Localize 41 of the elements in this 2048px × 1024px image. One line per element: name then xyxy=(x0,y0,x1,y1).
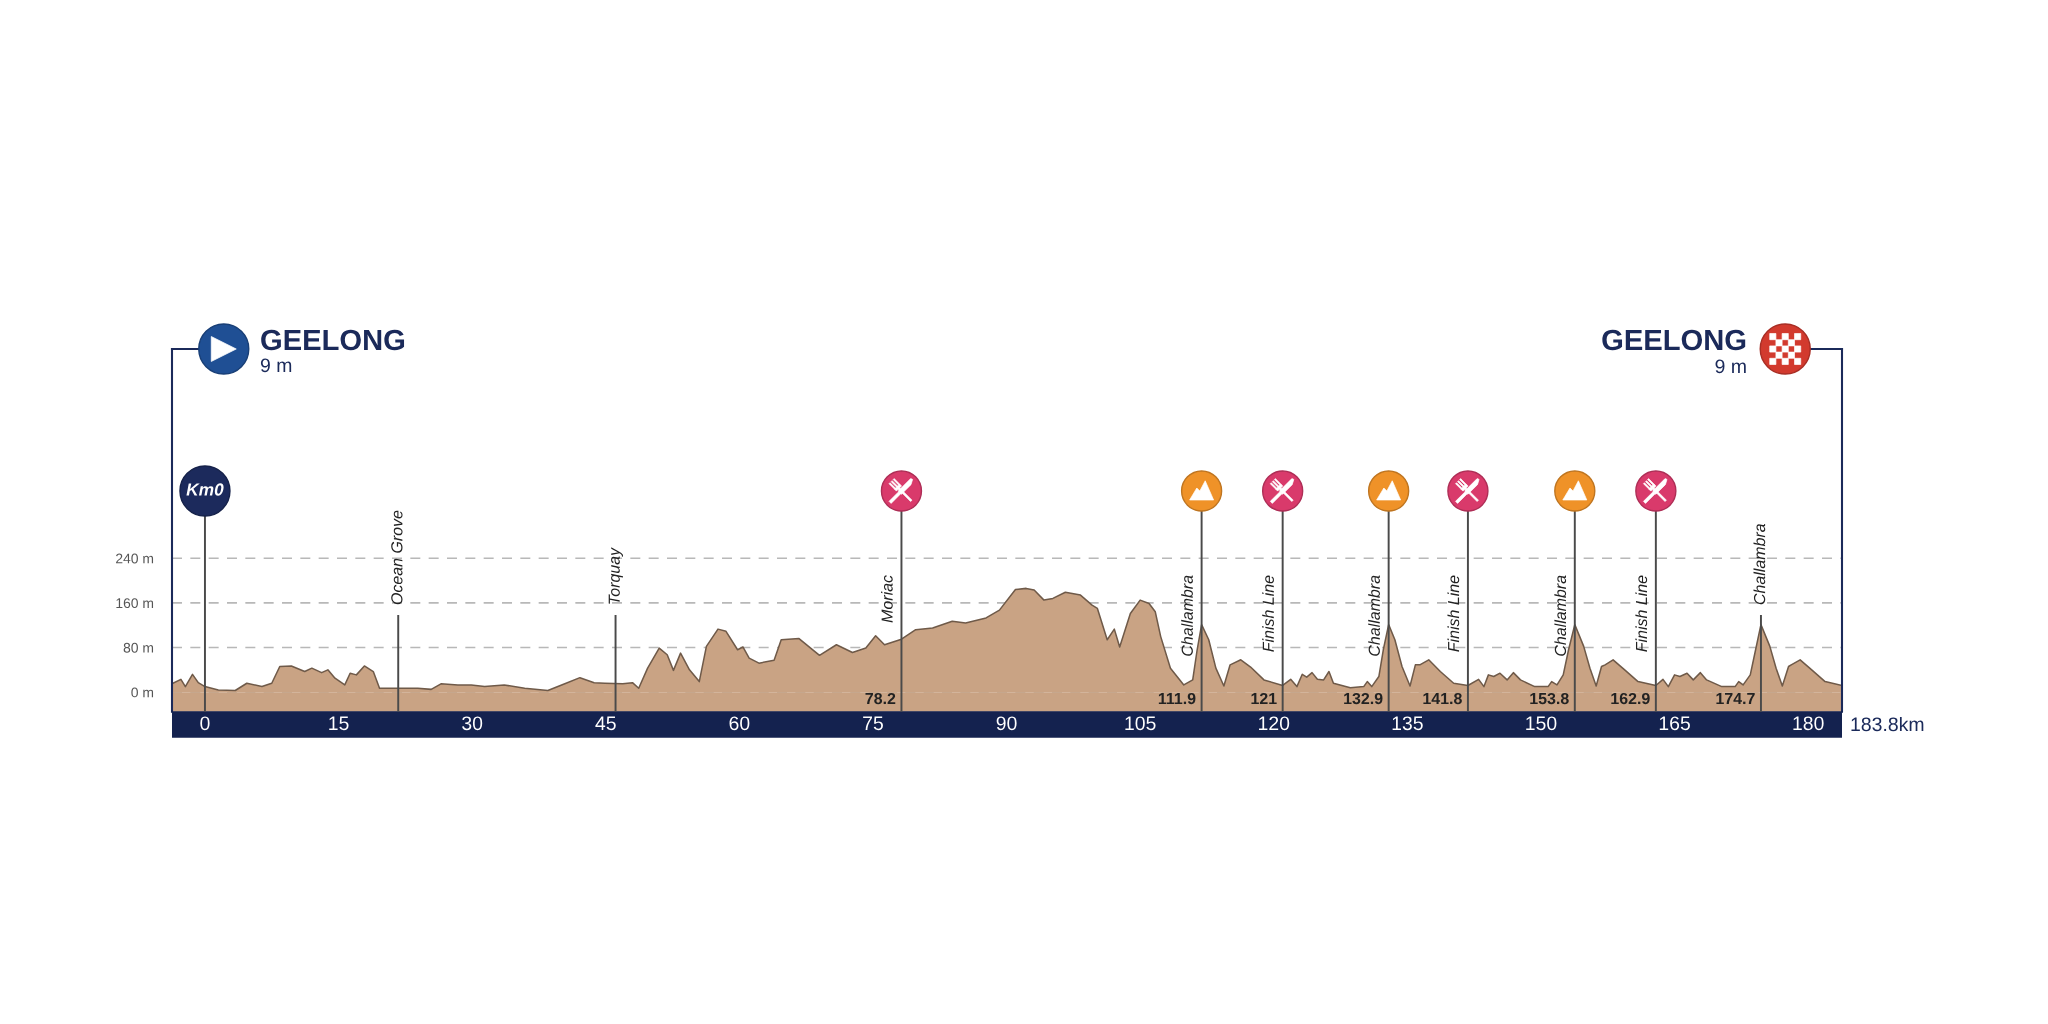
annotation: 174.7 xyxy=(1716,693,1755,705)
ref-line-label: Km0 xyxy=(186,483,224,496)
y-tick-label: 240 m xyxy=(116,553,154,564)
annotation: 132.9 xyxy=(1344,692,1383,705)
annotation: 111.9 xyxy=(1158,692,1196,705)
annotation: GEELONG xyxy=(1602,329,1746,351)
y-tick-label: 80 m xyxy=(123,642,154,653)
ref-line-label: Finish Line xyxy=(1447,575,1460,652)
annotation: 9 m xyxy=(1715,359,1746,374)
x-tick-label: 15 xyxy=(329,716,349,731)
text: 183.8km xyxy=(1851,716,1924,732)
annotation: 9 m xyxy=(260,358,292,373)
x-tick-label: 120 xyxy=(1259,716,1290,731)
ref-line-label: Challambra xyxy=(1368,575,1380,656)
annotation: GEELONG xyxy=(261,329,405,351)
annotation: 162.9 xyxy=(1611,692,1650,705)
annotation: 121 xyxy=(1251,692,1277,705)
y-tick-label: 0 m xyxy=(131,687,154,698)
x-tick-label: 0 xyxy=(200,716,210,731)
x-tick-label: 105 xyxy=(1125,716,1156,731)
x-tick-label: 150 xyxy=(1526,716,1557,731)
x-tick-label: 45 xyxy=(595,716,616,731)
ref-line-label: Moriac xyxy=(881,575,893,623)
x-tick-label: 135 xyxy=(1392,716,1423,731)
y-tick-label: 160 m xyxy=(116,598,154,609)
x-tick-label: 90 xyxy=(996,716,1017,731)
ref-line-label: Ocean Grove xyxy=(391,510,403,605)
x-tick-label: 165 xyxy=(1659,716,1690,731)
x-tick-label: 60 xyxy=(729,716,750,731)
annotation: 78.2 xyxy=(865,692,896,705)
ref-line-label: Challambra xyxy=(1554,575,1567,656)
annotation: 153.8 xyxy=(1530,692,1569,705)
ref-line-label: Challambra xyxy=(1181,575,1193,656)
x-tick-label: 180 xyxy=(1793,716,1824,731)
x-tick-label: 75 xyxy=(863,716,883,731)
annotation: 141.8 xyxy=(1423,692,1462,705)
ref-line-label: Torquay xyxy=(608,547,623,604)
ref-line-label: Finish Line xyxy=(1262,575,1274,652)
x-tick-label: 30 xyxy=(462,716,483,731)
ref-line-label: Finish Line xyxy=(1635,575,1648,652)
ref-line-label: Challambra xyxy=(1753,523,1766,605)
